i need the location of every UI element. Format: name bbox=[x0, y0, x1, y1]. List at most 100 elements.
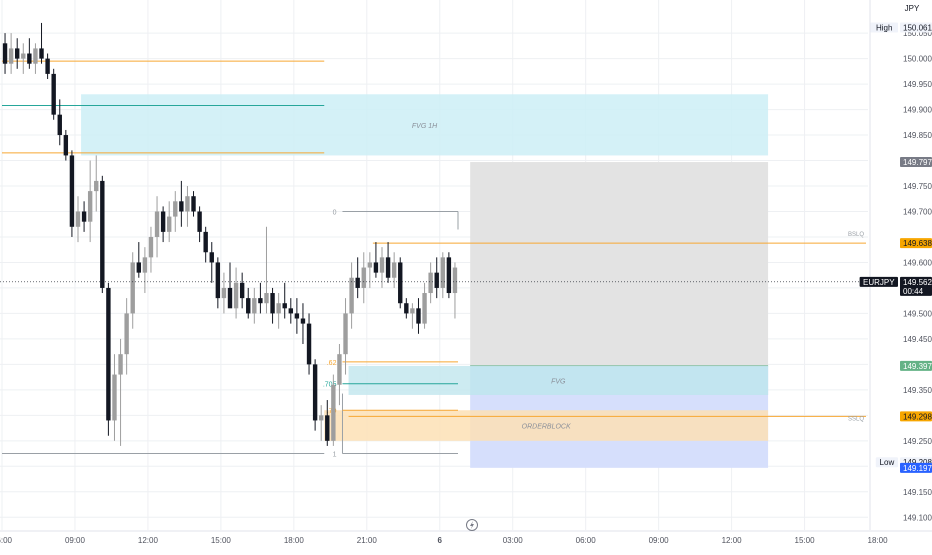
candle-body[interactable] bbox=[69, 155, 75, 227]
candle-body[interactable] bbox=[440, 257, 445, 288]
candle-body[interactable] bbox=[325, 415, 330, 441]
candle-body[interactable] bbox=[294, 313, 300, 319]
candle-body[interactable] bbox=[142, 257, 148, 273]
price-tick-label: 150.000 bbox=[903, 55, 932, 64]
candle-body[interactable] bbox=[15, 48, 20, 59]
candle-body[interactable] bbox=[233, 282, 239, 309]
candle-body[interactable] bbox=[312, 364, 318, 421]
candle-body[interactable] bbox=[300, 318, 306, 324]
price-badge-value: 149.197 bbox=[903, 464, 932, 473]
candle-body[interactable] bbox=[282, 303, 287, 309]
candle-body[interactable] bbox=[246, 298, 251, 314]
candle-body[interactable] bbox=[118, 354, 123, 375]
level-tag-label: BSLQ bbox=[848, 232, 864, 238]
candle-body[interactable] bbox=[416, 308, 421, 324]
candle-body[interactable] bbox=[252, 298, 257, 314]
candle-body[interactable] bbox=[2, 43, 8, 64]
zone-fvg[interactable] bbox=[348, 365, 769, 395]
candle-body[interactable] bbox=[221, 287, 227, 299]
candle-body[interactable] bbox=[154, 211, 160, 237]
candle-body[interactable] bbox=[379, 257, 385, 273]
candle-body[interactable] bbox=[185, 196, 190, 212]
time-tick-label: 15:00 bbox=[795, 536, 816, 545]
candle-body[interactable] bbox=[81, 211, 87, 222]
candle-body[interactable] bbox=[385, 257, 391, 278]
candle-body[interactable] bbox=[373, 262, 379, 273]
candle-body[interactable] bbox=[75, 211, 81, 227]
candle-body[interactable] bbox=[276, 303, 281, 314]
candle-body[interactable] bbox=[264, 293, 269, 304]
candle-body[interactable] bbox=[51, 73, 56, 115]
zone-fvg-1h[interactable] bbox=[81, 94, 769, 156]
candle-body[interactable] bbox=[215, 262, 221, 299]
time-tick-label: 09:00 bbox=[649, 536, 670, 545]
candle-body[interactable] bbox=[227, 287, 233, 309]
price-badge-countdown: 00:44 bbox=[903, 287, 924, 296]
candle-body[interactable] bbox=[258, 298, 263, 304]
candle-body[interactable] bbox=[452, 267, 458, 294]
time-tick-label: 12:00 bbox=[722, 536, 743, 545]
candle-body[interactable] bbox=[27, 53, 32, 64]
candle-body[interactable] bbox=[87, 191, 93, 222]
candle-body[interactable] bbox=[57, 114, 62, 136]
candle-body[interactable] bbox=[331, 384, 336, 441]
candle-body[interactable] bbox=[203, 231, 208, 253]
price-badge-tag bbox=[875, 457, 898, 468]
candle-body[interactable] bbox=[167, 216, 172, 232]
candle-body[interactable] bbox=[361, 267, 366, 288]
candle-body[interactable] bbox=[179, 201, 184, 212]
candle-body[interactable] bbox=[410, 308, 415, 314]
candle-body[interactable] bbox=[106, 287, 111, 421]
candle-body[interactable] bbox=[270, 293, 275, 314]
candle-body[interactable] bbox=[428, 272, 433, 294]
candle-body[interactable] bbox=[39, 48, 44, 59]
price-badge-value: 149.397 bbox=[903, 362, 932, 371]
zone-orderblock[interactable] bbox=[324, 410, 769, 441]
candle-body[interactable] bbox=[21, 53, 26, 59]
candle-body[interactable] bbox=[391, 262, 397, 278]
price-badge-tag-text: Low bbox=[880, 458, 895, 467]
candle-body[interactable] bbox=[100, 180, 105, 288]
candle-body[interactable] bbox=[239, 282, 245, 299]
candle-body[interactable] bbox=[319, 415, 324, 421]
fib-level-label: .705 bbox=[323, 382, 337, 389]
candle-body[interactable] bbox=[124, 313, 129, 355]
candle-body[interactable] bbox=[349, 277, 354, 314]
candle-body[interactable] bbox=[130, 262, 135, 314]
candle-body[interactable] bbox=[8, 48, 14, 64]
time-tick-label: 12:00 bbox=[138, 536, 159, 545]
candle-body[interactable] bbox=[367, 262, 373, 268]
candle-body[interactable] bbox=[422, 293, 427, 324]
fib-level-label: 1 bbox=[333, 452, 337, 459]
candle-body[interactable] bbox=[197, 211, 202, 232]
candle-body[interactable] bbox=[63, 135, 69, 156]
candle-body[interactable] bbox=[446, 257, 452, 294]
candle-body[interactable] bbox=[343, 313, 348, 355]
candle-body[interactable] bbox=[136, 262, 141, 273]
candle-body[interactable] bbox=[306, 323, 312, 365]
candle-body[interactable] bbox=[173, 201, 178, 217]
position-stop-zone[interactable] bbox=[470, 162, 769, 366]
price-tick-label: 149.500 bbox=[903, 309, 932, 318]
price-tick-label: 149.450 bbox=[903, 335, 932, 344]
candle-body[interactable] bbox=[191, 196, 196, 212]
price-badge bbox=[900, 157, 932, 168]
candle-body[interactable] bbox=[112, 374, 117, 421]
candle-body[interactable] bbox=[288, 308, 293, 314]
candle-body[interactable] bbox=[398, 262, 403, 304]
price-tick-label: 149.700 bbox=[903, 207, 932, 216]
candle-body[interactable] bbox=[33, 48, 38, 64]
candle-body[interactable] bbox=[209, 252, 214, 263]
candle-body[interactable] bbox=[404, 303, 409, 314]
candle-body[interactable] bbox=[45, 58, 50, 74]
candle-body[interactable] bbox=[94, 180, 99, 192]
price-badge-value: 150.061 bbox=[903, 24, 932, 33]
candle-body[interactable] bbox=[337, 354, 342, 385]
candle-body[interactable] bbox=[148, 236, 154, 258]
zone-label: ORDERBLOCK bbox=[522, 424, 571, 431]
candle-body[interactable] bbox=[355, 277, 360, 288]
candle-body[interactable] bbox=[160, 211, 166, 232]
candle-body[interactable] bbox=[434, 272, 439, 288]
